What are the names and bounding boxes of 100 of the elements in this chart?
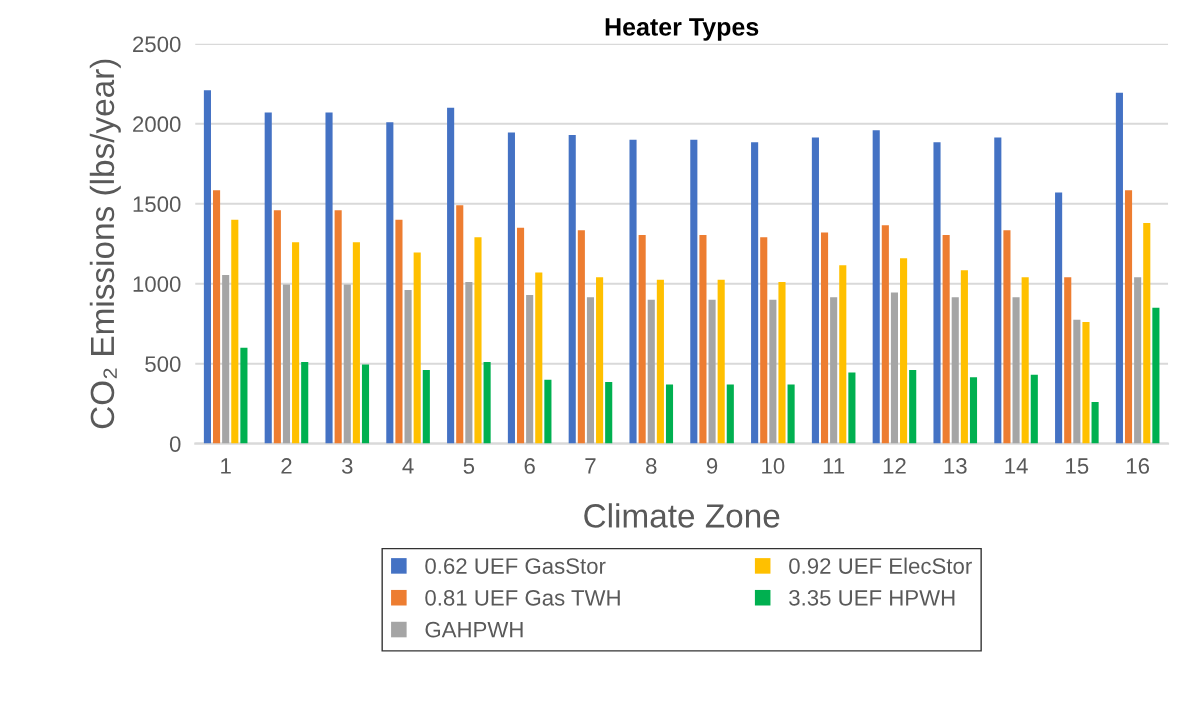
y-tick-label: 1500	[133, 196, 181, 213]
legend-label: 0.62 UEF GasStor	[425, 558, 606, 574]
bar	[638, 234, 646, 444]
legend-label: GAHPWH	[425, 621, 523, 638]
bar	[951, 297, 959, 444]
bar	[811, 137, 819, 444]
x-tick-label: 11	[823, 458, 845, 474]
bar	[222, 274, 230, 444]
x-tick-label: 4	[402, 458, 414, 474]
bar	[665, 384, 674, 444]
bar	[526, 294, 534, 444]
bar	[386, 122, 394, 444]
x-tick-label: 6	[524, 458, 535, 474]
bar	[301, 362, 309, 444]
y-axis-title: CO₂ Emissions (lbs/year)	[89, 59, 121, 429]
bar	[1073, 319, 1081, 444]
bar	[760, 237, 768, 444]
x-tick-label: 1	[221, 458, 231, 474]
bar	[343, 284, 351, 444]
bar	[1124, 190, 1133, 444]
bar	[726, 384, 734, 444]
bar	[699, 234, 707, 444]
bar	[900, 258, 908, 444]
x-tick-label: 10	[762, 458, 785, 474]
bar	[264, 112, 272, 444]
bar	[820, 232, 829, 444]
bar	[447, 107, 455, 444]
bar	[231, 219, 239, 444]
legend-label: 0.81 UEF Gas TWH	[425, 589, 620, 606]
bar	[568, 135, 576, 444]
bar	[787, 384, 795, 444]
y-tick-label: 2000	[133, 116, 181, 133]
bar	[1021, 277, 1029, 444]
bar	[1115, 92, 1123, 444]
bar	[994, 137, 1002, 444]
bar	[656, 279, 664, 444]
x-tick-label: 14	[1005, 458, 1028, 474]
bar	[213, 190, 221, 444]
bar	[778, 282, 786, 444]
bar	[1003, 230, 1011, 444]
x-tick-label: 15	[1066, 458, 1089, 474]
bar	[465, 282, 473, 444]
bar	[282, 284, 291, 444]
y-tick-label: 500	[145, 356, 181, 372]
bar	[1064, 277, 1072, 444]
bar	[507, 132, 515, 444]
bar	[1012, 297, 1020, 444]
x-tick-label: 2	[281, 458, 292, 474]
y-tick-label: 2500	[133, 36, 181, 53]
bar	[708, 299, 716, 444]
chart-title: Heater Types	[605, 18, 759, 41]
y-tick-label: 0	[169, 436, 181, 452]
bar	[1152, 307, 1160, 444]
bar	[535, 272, 543, 444]
x-tick-label: 13	[944, 458, 967, 474]
bar	[413, 252, 421, 444]
bar	[474, 237, 482, 444]
bar	[647, 299, 655, 444]
bar	[848, 372, 856, 444]
bar	[404, 290, 412, 444]
x-tick-label: 9	[706, 458, 718, 474]
bar	[361, 364, 370, 444]
bar	[1055, 192, 1063, 444]
bar	[872, 130, 880, 444]
bar	[456, 205, 464, 444]
x-tick-label: 12	[883, 458, 906, 474]
bar	[839, 265, 847, 444]
bar	[1091, 402, 1099, 444]
x-tick-label: 7	[585, 458, 596, 474]
x-tick-label: 8	[646, 458, 657, 474]
bar	[577, 230, 585, 444]
bar	[334, 210, 342, 444]
bar	[240, 347, 248, 444]
bar	[769, 299, 777, 444]
y-tick-label: 1000	[133, 276, 181, 292]
bar	[516, 227, 525, 444]
bar	[544, 379, 552, 444]
bar	[352, 242, 360, 444]
x-tick-label: 5	[463, 458, 475, 474]
bar	[969, 377, 978, 444]
bar	[830, 297, 838, 444]
bar	[292, 242, 300, 444]
bar	[1082, 322, 1090, 444]
bar	[942, 234, 950, 444]
bar	[203, 90, 211, 444]
bar	[909, 370, 917, 444]
bar	[483, 362, 491, 444]
bar	[596, 277, 604, 444]
bar	[586, 297, 595, 444]
bar	[1143, 222, 1151, 444]
x-tick-label: 3	[341, 458, 353, 474]
bar	[395, 219, 403, 444]
legend-label: 3.35 UEF HPWH	[789, 589, 955, 606]
bar	[717, 279, 725, 444]
bar	[933, 142, 941, 444]
bar	[273, 210, 281, 444]
bar	[890, 292, 899, 444]
bar	[325, 112, 333, 444]
bar	[881, 225, 889, 444]
bar	[422, 370, 430, 444]
